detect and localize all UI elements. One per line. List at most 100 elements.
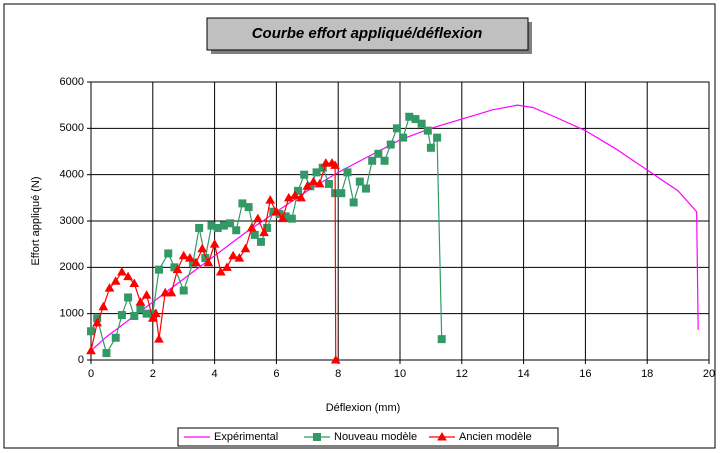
y-axis-label: Effort appliqué (N) (30, 176, 42, 265)
y-tick-label: 3000 (60, 215, 84, 227)
data-point (330, 160, 340, 169)
data-point (123, 271, 133, 281)
data-point (290, 190, 300, 200)
data-point (343, 168, 352, 177)
data-point (124, 293, 133, 302)
x-tick-label: 12 (456, 368, 468, 380)
data-point (240, 243, 251, 253)
data-point (178, 250, 189, 260)
data-point (302, 181, 313, 190)
data-point (355, 177, 364, 186)
data-point (265, 195, 276, 204)
data-point (330, 354, 341, 364)
data-point (277, 213, 288, 223)
y-tick-label: 5000 (60, 122, 84, 134)
data-point (300, 170, 309, 179)
data-point (215, 266, 226, 276)
x-tick-label: 20 (703, 368, 715, 380)
legend-box (177, 427, 559, 447)
data-point (337, 189, 346, 198)
data-point (154, 265, 163, 274)
data-point (166, 287, 177, 297)
legend: Expérimental Nouveau modèle Ancien modèle (184, 431, 532, 443)
data-point (185, 253, 195, 262)
data-point (426, 143, 435, 152)
data-point (117, 266, 127, 276)
data-point (179, 286, 188, 295)
data-point (130, 311, 139, 320)
data-point (151, 308, 161, 318)
data-point (433, 133, 442, 142)
data-point (160, 287, 171, 297)
x-tick-label: 14 (517, 368, 529, 380)
chart-title: Courbe effort appliqué/déflexion (252, 25, 483, 42)
data-point (111, 333, 120, 342)
data-point (209, 239, 220, 248)
data-point (314, 178, 325, 188)
plot-area: 0 1000 2000 3000 4000 5000 6000 0 2 4 6 8 10 12 14 16 18… (60, 76, 716, 380)
data-point (324, 179, 333, 188)
data-point (374, 149, 383, 158)
data-point (87, 327, 95, 336)
data-point (246, 222, 257, 232)
data-point (141, 290, 152, 299)
data-point (244, 203, 253, 212)
data-point (104, 283, 115, 292)
data-point (197, 243, 208, 253)
data-point (135, 297, 146, 306)
data-point (362, 184, 371, 193)
data-point (263, 223, 272, 232)
title-box (206, 17, 529, 51)
data-point (294, 186, 303, 195)
y-tick-label: 0 (78, 354, 84, 366)
data-point (437, 335, 446, 344)
data-point (380, 156, 389, 165)
data-point (102, 349, 111, 358)
data-point (117, 311, 126, 320)
x-tick-label: 8 (335, 368, 341, 380)
data-point (271, 206, 282, 216)
legend-label: Expérimental (214, 431, 278, 443)
data-point (222, 262, 232, 271)
y-tick-label: 1000 (60, 308, 84, 320)
x-tick-label: 0 (88, 368, 94, 380)
data-point (129, 278, 140, 288)
x-tick-label: 6 (273, 368, 279, 380)
y-tick-label: 2000 (60, 261, 84, 273)
data-point (392, 124, 401, 133)
data-point (417, 119, 426, 128)
x-tick-label: 4 (212, 368, 218, 380)
data-point (252, 213, 263, 223)
data-point (411, 115, 420, 124)
legend-label: Nouveau modèle (334, 431, 417, 443)
data-point (313, 433, 321, 441)
y-tick-label: 6000 (60, 76, 84, 88)
x-tick-label: 16 (579, 368, 591, 380)
data-point (147, 313, 158, 322)
data-point (98, 301, 109, 311)
data-point (368, 156, 377, 165)
x-tick-label: 2 (150, 368, 156, 380)
data-point (195, 223, 204, 232)
data-point (437, 431, 447, 441)
data-point (232, 226, 241, 235)
data-point (250, 230, 259, 239)
data-point (92, 317, 103, 327)
x-axis-label: Déflexion (mm) (326, 402, 401, 414)
data-point (86, 345, 96, 355)
x-tick-label: 10 (394, 368, 406, 380)
data-point (228, 250, 239, 260)
data-point (259, 227, 269, 237)
data-point (423, 126, 432, 135)
data-point (287, 214, 296, 223)
data-point (203, 257, 214, 267)
y-tick-label: 4000 (60, 169, 84, 181)
data-point (312, 168, 321, 177)
data-point (308, 176, 319, 186)
data-point (234, 253, 245, 262)
data-point (164, 249, 173, 258)
legend-label: Ancien modèle (459, 431, 532, 443)
data-point (283, 192, 294, 202)
data-point (172, 264, 183, 274)
